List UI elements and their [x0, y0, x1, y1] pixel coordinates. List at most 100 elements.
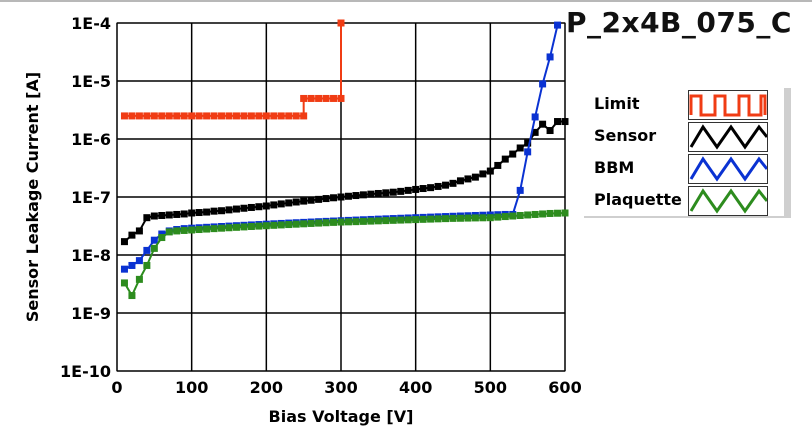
data-point-plaquette: [486, 214, 494, 222]
data-point-sensor: [285, 199, 293, 207]
data-point-plaquette: [218, 224, 226, 232]
data-point-sensor: [442, 181, 450, 189]
data-point-bbm: [150, 236, 158, 244]
y-tick-label: 1E-7: [71, 188, 111, 207]
data-point-sensor: [150, 212, 158, 220]
data-point-bbm: [554, 21, 562, 29]
data-point-sensor: [225, 206, 233, 214]
data-point-sensor: [539, 120, 547, 128]
data-point-sensor: [270, 201, 278, 209]
data-point-plaquette: [471, 214, 479, 222]
data-point-limit: [262, 112, 270, 120]
data-point-sensor: [449, 179, 457, 187]
data-point-plaquette: [427, 215, 435, 223]
data-point-limit: [218, 112, 226, 120]
data-point-plaquette: [337, 218, 345, 226]
x-tick-label: 600: [548, 378, 581, 397]
data-point-plaquette: [277, 221, 285, 229]
data-point-sensor: [359, 191, 367, 199]
data-point-sensor: [352, 192, 360, 200]
data-point-sensor: [173, 210, 181, 218]
data-point-limit: [203, 112, 211, 120]
data-point-sensor: [404, 186, 412, 194]
data-point-limit: [337, 19, 345, 27]
data-point-sensor: [516, 144, 524, 152]
triangle-wave-icon: [688, 186, 768, 216]
data-point-bbm: [143, 246, 151, 254]
legend-item-sensor[interactable]: Sensor: [594, 122, 784, 152]
data-point-plaquette: [173, 227, 181, 235]
data-point-limit: [307, 94, 315, 102]
data-point-plaquette: [247, 223, 255, 231]
data-point-sensor: [210, 207, 218, 215]
data-point-limit: [300, 94, 308, 102]
data-point-plaquette: [307, 219, 315, 227]
data-point-plaquette: [359, 217, 367, 225]
data-point-bbm: [531, 113, 539, 121]
data-point-limit: [150, 112, 158, 120]
legend-item-bbm[interactable]: BBM: [594, 154, 784, 184]
data-point-bbm: [135, 257, 143, 265]
x-axis-label: Bias Voltage [V]: [269, 407, 414, 426]
y-tick-label: 1E-6: [71, 130, 111, 149]
legend-label: Sensor: [594, 126, 657, 145]
data-point-plaquette: [531, 210, 539, 218]
y-tick-label: 1E-4: [71, 14, 111, 33]
data-point-plaquette: [374, 217, 382, 225]
data-point-plaquette: [367, 217, 375, 225]
data-point-plaquette: [382, 217, 390, 225]
y-axis-label: Sensor Leakage Current [A]: [23, 72, 42, 322]
data-point-limit: [173, 112, 181, 120]
data-point-sensor: [471, 173, 479, 181]
x-tick-label: 200: [250, 378, 283, 397]
legend-item-limit[interactable]: Limit: [594, 90, 784, 120]
data-point-sensor: [531, 128, 539, 136]
data-point-plaquette: [188, 226, 196, 234]
data-point-sensor: [561, 118, 569, 126]
data-point-plaquette: [285, 221, 293, 229]
data-point-plaquette: [524, 211, 532, 219]
data-point-sensor: [434, 182, 442, 190]
data-point-plaquette: [442, 215, 450, 223]
data-point-plaquette: [262, 222, 270, 230]
data-point-sensor: [554, 118, 562, 126]
data-point-limit: [322, 94, 330, 102]
legend-label: BBM: [594, 158, 635, 177]
x-tick-label: 500: [474, 378, 507, 397]
data-point-limit: [135, 112, 143, 120]
data-point-plaquette: [419, 215, 427, 223]
data-point-plaquette: [509, 212, 517, 220]
data-point-bbm: [524, 148, 532, 156]
data-point-limit: [270, 112, 278, 120]
triangle-wave-icon: [688, 154, 768, 184]
data-point-sensor: [486, 167, 494, 175]
data-point-plaquette: [120, 279, 128, 287]
data-point-plaquette: [501, 213, 509, 221]
data-point-sensor: [128, 231, 136, 239]
data-point-plaquette: [546, 209, 554, 217]
data-point-sensor: [456, 177, 464, 185]
data-point-plaquette: [255, 222, 263, 230]
y-tick-label: 1E-10: [60, 362, 111, 381]
data-point-plaquette: [143, 261, 151, 269]
data-point-sensor: [374, 189, 382, 197]
data-point-bbm: [128, 261, 136, 269]
data-point-sensor: [292, 198, 300, 206]
data-point-sensor: [315, 195, 323, 203]
data-point-limit: [120, 112, 128, 120]
square-wave-icon: [688, 90, 768, 120]
legend-item-plaquette[interactable]: Plaquette: [594, 186, 784, 216]
y-tick-label: 1E-8: [71, 246, 111, 265]
data-point-sensor: [509, 150, 517, 158]
data-point-sensor: [524, 139, 532, 147]
data-point-limit: [225, 112, 233, 120]
chart-title: P_2x4B_075_C: [566, 6, 792, 39]
data-point-limit: [292, 112, 300, 120]
x-tick-label: 100: [175, 378, 208, 397]
data-point-plaquette: [412, 216, 420, 224]
data-point-sensor: [419, 185, 427, 193]
data-point-plaquette: [203, 225, 211, 233]
data-point-plaquette: [128, 292, 136, 300]
data-point-sensor: [397, 187, 405, 195]
data-point-plaquette: [210, 225, 218, 233]
